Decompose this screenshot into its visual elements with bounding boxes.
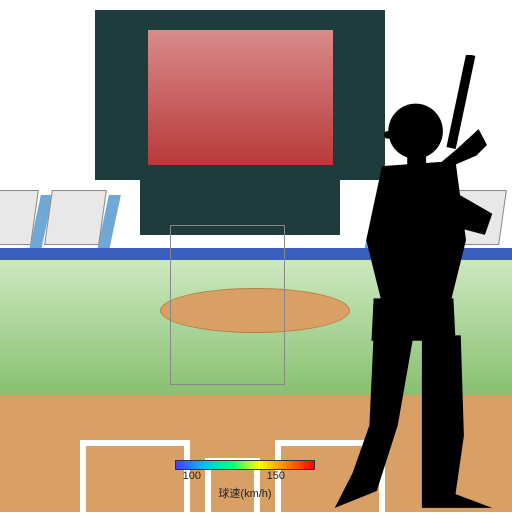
speed-legend-tick: 100 <box>183 470 201 482</box>
speed-legend-tick: 150 <box>267 470 285 482</box>
seat-block <box>44 190 107 245</box>
speed-legend: 100 150 球速(km/h) <box>175 460 315 501</box>
pitch-location-scene: 100 150 球速(km/h) <box>0 0 512 512</box>
speed-legend-ticks: 100 150 <box>175 470 315 484</box>
speed-legend-gradient <box>175 460 315 470</box>
plate-line <box>80 440 190 446</box>
speed-legend-label: 球速(km/h) <box>175 485 315 501</box>
batter-silhouette <box>298 55 508 510</box>
strike-zone-box <box>170 225 285 385</box>
plate-line <box>80 440 86 512</box>
